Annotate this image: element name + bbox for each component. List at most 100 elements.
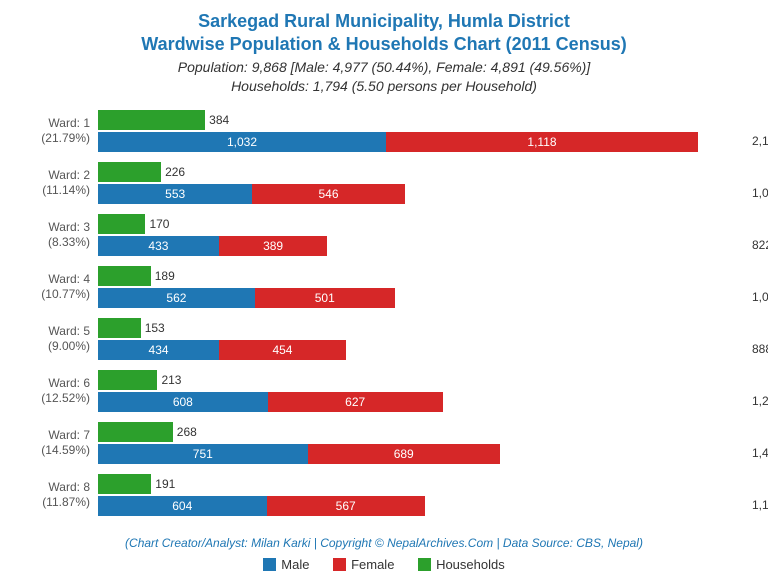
ward-label: Ward: 2(11.14%) <box>0 168 90 198</box>
title-line1: Sarkegad Rural Municipality, Humla Distr… <box>198 11 570 31</box>
ward-label: Ward: 1(21.79%) <box>0 116 90 146</box>
ward-bars: 170 433389822 <box>98 214 748 256</box>
legend-male: Male <box>263 557 309 572</box>
ward-pct: (11.87%) <box>42 495 90 509</box>
households-bar: 191 <box>98 474 748 494</box>
ward-row: Ward: 1(21.79%)3841,0321,1182,150 <box>0 108 768 158</box>
ward-label: Ward: 7(14.59%) <box>0 428 90 458</box>
female-bar-segment: 546 <box>252 184 404 204</box>
ward-pct: (11.14%) <box>42 183 90 197</box>
ward-number: Ward: 5 <box>48 324 90 338</box>
male-bar-segment: 608 <box>98 392 268 412</box>
population-total: 2,150 <box>752 134 768 148</box>
households-value: 189 <box>155 269 175 283</box>
population-total: 1,171 <box>752 498 768 512</box>
chart-header: Sarkegad Rural Municipality, Humla Distr… <box>0 0 768 96</box>
ward-row: Ward: 6(12.52%)2136086271,235 <box>0 368 768 418</box>
chart-plot-area: Ward: 1(21.79%)3841,0321,1182,150Ward: 2… <box>0 108 768 530</box>
ward-row: Ward: 7(14.59%)2687516891,440 <box>0 420 768 470</box>
ward-pct: (12.52%) <box>41 391 90 405</box>
ward-row: Ward: 5(9.00%)153434454888 <box>0 316 768 366</box>
population-bar: 6086271,235 <box>98 392 748 412</box>
households-bar: 213 <box>98 370 748 390</box>
population-bar: 7516891,440 <box>98 444 748 464</box>
households-bar: 226 <box>98 162 748 182</box>
ward-number: Ward: 2 <box>48 168 90 182</box>
legend-households: Households <box>418 557 505 572</box>
households-bar-fill: 268 <box>98 422 173 442</box>
households-bar: 384 <box>98 110 748 130</box>
ward-row: Ward: 4(10.77%)1895625011,063 <box>0 264 768 314</box>
legend-female-label: Female <box>351 557 394 572</box>
ward-row: Ward: 2(11.14%)2265535461,099 <box>0 160 768 210</box>
population-bar: 433389822 <box>98 236 748 256</box>
male-bar-segment: 562 <box>98 288 255 308</box>
ward-pct: (8.33%) <box>48 235 90 249</box>
female-bar-segment: 567 <box>267 496 425 516</box>
households-bar: 153 <box>98 318 748 338</box>
households-bar-fill: 191 <box>98 474 151 494</box>
population-total: 1,099 <box>752 186 768 200</box>
ward-row: Ward: 8(11.87%)1916045671,171 <box>0 472 768 522</box>
chart-legend: Male Female Households <box>0 557 768 574</box>
title-line2: Wardwise Population & Households Chart (… <box>141 34 626 54</box>
ward-bars: 153 434454888 <box>98 318 748 360</box>
population-bar: 1,0321,1182,150 <box>98 132 748 152</box>
households-value: 191 <box>155 477 175 491</box>
ward-label: Ward: 3(8.33%) <box>0 220 90 250</box>
ward-number: Ward: 4 <box>48 272 90 286</box>
legend-households-label: Households <box>436 557 505 572</box>
ward-label: Ward: 4(10.77%) <box>0 272 90 302</box>
ward-pct: (9.00%) <box>48 339 90 353</box>
female-bar-segment: 501 <box>255 288 395 308</box>
male-bar-segment: 1,032 <box>98 132 386 152</box>
population-total: 1,063 <box>752 290 768 304</box>
population-total: 822 <box>752 238 768 252</box>
female-bar-segment: 627 <box>268 392 443 412</box>
female-bar-segment: 689 <box>308 444 500 464</box>
households-value: 226 <box>165 165 185 179</box>
ward-bars: 226 5535461,099 <box>98 162 748 204</box>
households-bar-fill: 213 <box>98 370 157 390</box>
households-value: 213 <box>161 373 181 387</box>
ward-label: Ward: 8(11.87%) <box>0 480 90 510</box>
population-total: 1,235 <box>752 394 768 408</box>
ward-number: Ward: 1 <box>48 116 90 130</box>
ward-number: Ward: 8 <box>48 480 90 494</box>
legend-male-label: Male <box>281 557 309 572</box>
ward-number: Ward: 6 <box>48 376 90 390</box>
population-total: 888 <box>752 342 768 356</box>
male-bar-segment: 434 <box>98 340 219 360</box>
ward-bars: 2687516891,440 <box>98 422 748 464</box>
population-bar: 434454888 <box>98 340 748 360</box>
ward-bars: 3841,0321,1182,150 <box>98 110 748 152</box>
legend-households-swatch <box>418 558 431 571</box>
households-bar: 268 <box>98 422 748 442</box>
ward-number: Ward: 3 <box>48 220 90 234</box>
female-bar-segment: 454 <box>219 340 346 360</box>
female-bar-segment: 1,118 <box>386 132 698 152</box>
households-value: 384 <box>209 113 229 127</box>
male-bar-segment: 751 <box>98 444 308 464</box>
subtitle-line1: Population: 9,868 [Male: 4,977 (50.44%),… <box>178 59 590 75</box>
chart-subtitle: Population: 9,868 [Male: 4,977 (50.44%),… <box>0 58 768 96</box>
chart-credit: (Chart Creator/Analyst: Milan Karki | Co… <box>0 536 768 550</box>
ward-pct: (10.77%) <box>41 287 90 301</box>
households-value: 153 <box>145 321 165 335</box>
households-bar-fill: 384 <box>98 110 205 130</box>
male-bar-segment: 553 <box>98 184 252 204</box>
households-bar-fill: 189 <box>98 266 151 286</box>
population-bar: 5535461,099 <box>98 184 748 204</box>
ward-pct: (21.79%) <box>41 131 90 145</box>
population-bar: 5625011,063 <box>98 288 748 308</box>
ward-row: Ward: 3(8.33%) 170 433389822 <box>0 212 768 262</box>
chart-title: Sarkegad Rural Municipality, Humla Distr… <box>0 10 768 55</box>
legend-female-swatch <box>333 558 346 571</box>
households-value: 268 <box>177 425 197 439</box>
legend-male-swatch <box>263 558 276 571</box>
ward-bars: 2136086271,235 <box>98 370 748 412</box>
households-value: 170 <box>149 217 169 231</box>
ward-bars: 1895625011,063 <box>98 266 748 308</box>
ward-pct: (14.59%) <box>41 443 90 457</box>
ward-number: Ward: 7 <box>48 428 90 442</box>
